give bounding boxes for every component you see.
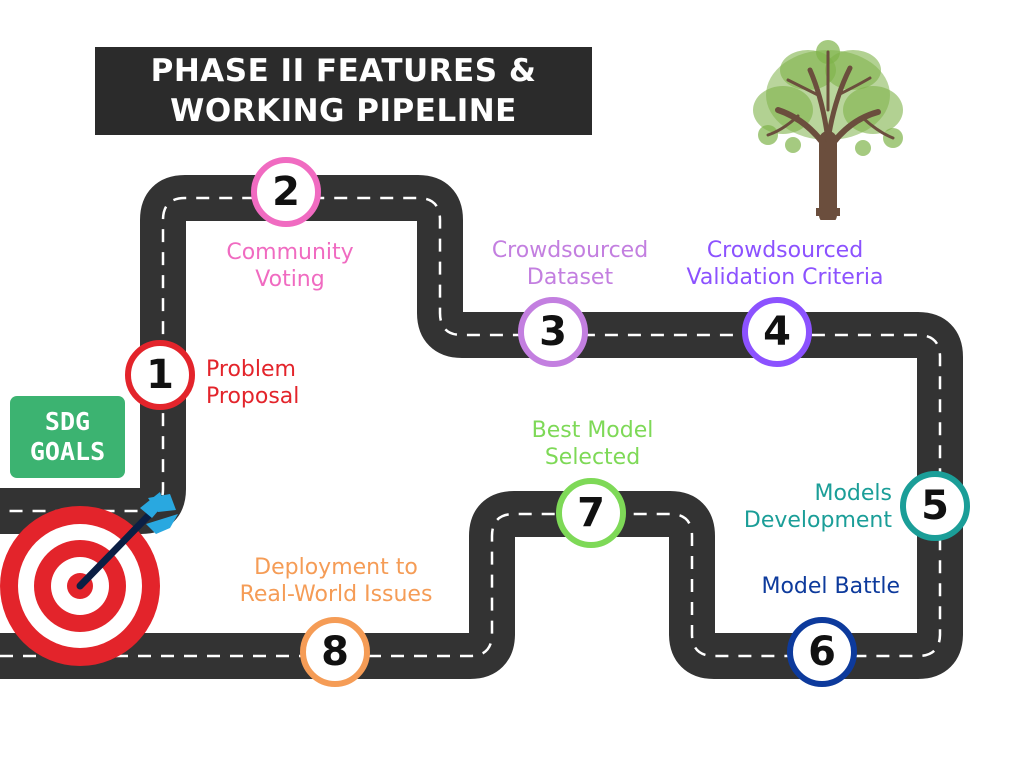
badge-line-2: GOALS (29, 437, 106, 466)
step-7-label: Best Model Selected (500, 417, 685, 471)
step-4-label: Crowdsourced Validation Criteria (665, 237, 905, 291)
step-3-label-line-2: Dataset (526, 265, 614, 290)
step-2-label-line-2: Voting (255, 267, 325, 292)
step-5-label: Models Development (690, 480, 892, 534)
step-1-label: Problem Proposal (206, 356, 299, 410)
step-2-label: Community Voting (205, 239, 375, 293)
step-7-marker: 7 (556, 478, 626, 548)
sdg-goals-badge: SDG GOALS (10, 396, 125, 478)
step-8-label-line-2: Real-World Issues (239, 582, 433, 607)
step-5-number: 5 (921, 483, 949, 529)
step-6-label-line-1: Model Battle (761, 574, 900, 599)
step-2-label-line-1: Community (226, 240, 354, 265)
title-line-2: WORKING PIPELINE (170, 93, 517, 129)
step-1-number: 1 (146, 352, 174, 398)
step-1-marker: 1 (125, 340, 195, 410)
step-3-label-line-1: Crowdsourced (491, 238, 649, 263)
step-6-label: Model Battle (700, 573, 900, 600)
step-4-label-line-2: Validation Criteria (686, 265, 884, 290)
step-5-label-line-1: Models (814, 481, 892, 506)
step-7-number: 7 (577, 490, 605, 536)
step-5-marker: 5 (900, 471, 970, 541)
step-3-marker: 3 (518, 297, 588, 367)
step-8-marker: 8 (300, 617, 370, 687)
tree-icon (753, 40, 903, 220)
step-4-marker: 4 (742, 297, 812, 367)
step-1-label-line-2: Proposal (206, 384, 300, 409)
step-1-label-line-1: Problem (206, 357, 296, 382)
page-title: PHASE II FEATURES & WORKING PIPELINE (95, 47, 592, 135)
step-6-marker: 6 (787, 617, 857, 687)
step-2-number: 2 (272, 169, 300, 215)
step-8-label: Deployment to Real-World Issues (215, 554, 457, 608)
step-4-label-line-1: Crowdsourced (706, 238, 864, 263)
step-8-label-line-1: Deployment to (254, 555, 418, 580)
title-line-1: PHASE II FEATURES & (150, 53, 537, 89)
step-3-number: 3 (539, 309, 567, 355)
badge-line-1: SDG (44, 407, 91, 436)
step-8-number: 8 (321, 629, 349, 675)
dart-arrow-icon (76, 492, 178, 590)
step-4-number: 4 (763, 309, 791, 355)
step-3-label: Crowdsourced Dataset (470, 237, 670, 291)
step-7-label-line-2: Selected (544, 445, 641, 470)
step-6-number: 6 (808, 629, 836, 675)
step-2-marker: 2 (251, 157, 321, 227)
step-5-label-line-2: Development (743, 508, 892, 533)
step-7-label-line-1: Best Model (531, 418, 654, 443)
target-icon (0, 492, 178, 666)
